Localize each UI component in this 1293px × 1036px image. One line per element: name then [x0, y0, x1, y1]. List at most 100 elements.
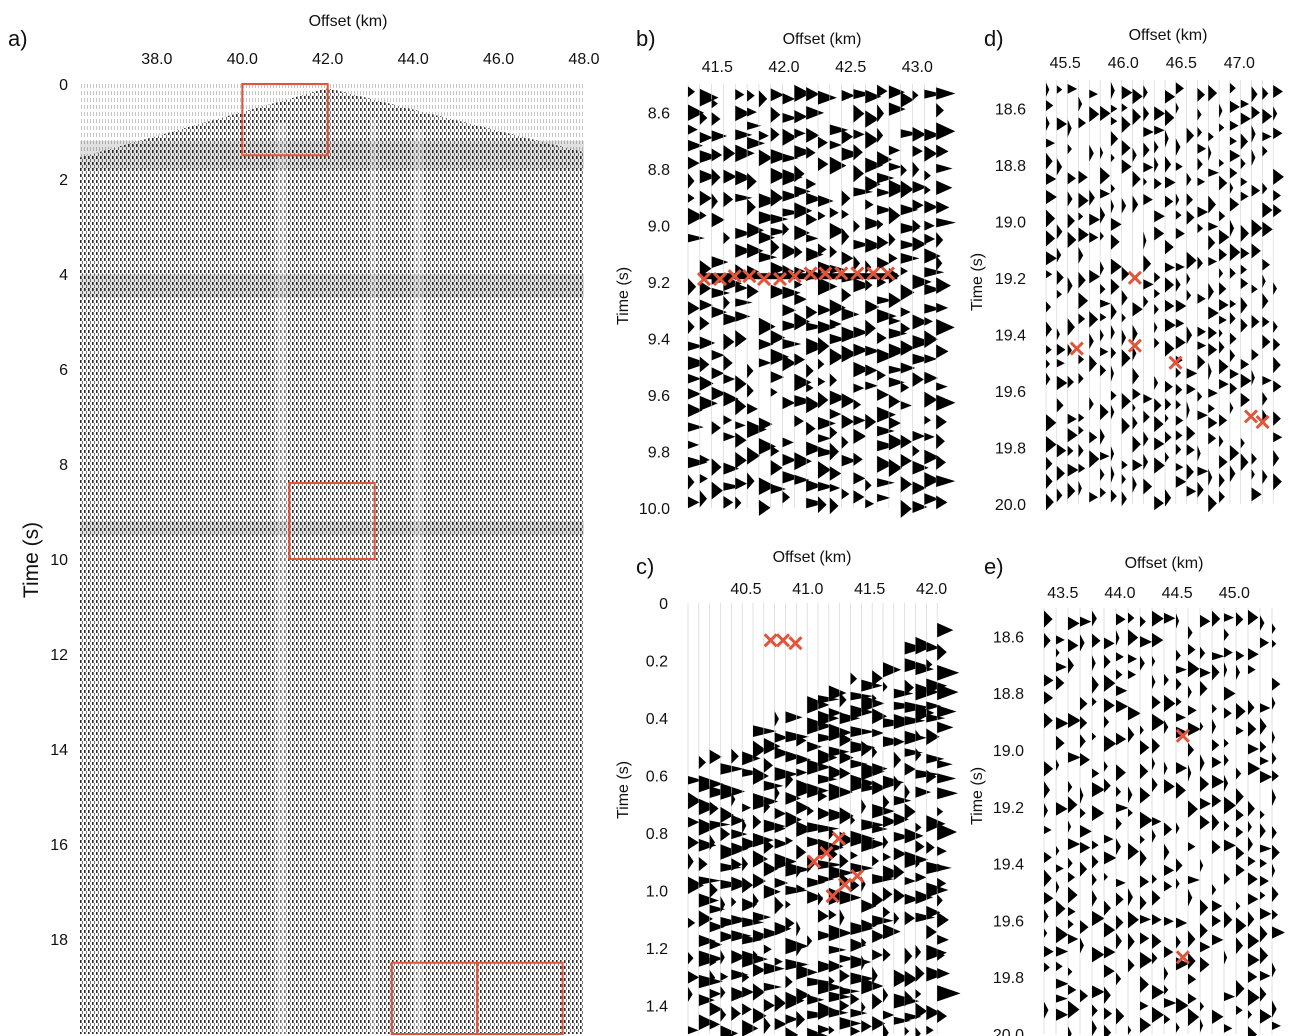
panel-a-xtick: 44.0 [398, 51, 429, 68]
pick-marker [1243, 409, 1259, 424]
pick-marker [788, 636, 803, 651]
panel-d-ytick: 19.4 [995, 327, 1026, 344]
panel-b-ytick: 9.8 [648, 444, 670, 461]
panel-e-ytick: 18.8 [993, 686, 1024, 703]
panel-b-yticks: 8.6 8.8 9.0 9.2 9.4 9.6 9.8 10.0 [639, 105, 670, 518]
panel-a-ytick: 2 [59, 172, 68, 189]
pick-marker [727, 269, 742, 284]
pick-marker [806, 854, 822, 869]
panel-c-yticks: 0 0.2 0.4 0.6 0.8 1.0 1.2 1.4 [646, 596, 668, 1015]
pick-marker [742, 269, 757, 284]
panel-c-label: c) [636, 554, 654, 579]
panel-c-ylabel: Time (s) [615, 761, 632, 819]
pick-marker [696, 271, 712, 287]
panel-c-xticks: 40.5 41.0 41.5 42.0 [730, 581, 947, 598]
panel-c-ytick: 0.6 [646, 768, 668, 785]
panel-c-ytick: 0.2 [646, 653, 668, 670]
panel-d-ytick: 19.2 [995, 271, 1026, 288]
panel-a-xticks: 38.0 40.0 42.0 44.0 46.0 48.0 [141, 51, 599, 68]
panel-c-ytick: 1.4 [646, 998, 668, 1015]
pick-marker [1175, 728, 1190, 743]
panel-e-wiggles [1043, 608, 1285, 1036]
panel-a-ytick: 4 [59, 267, 68, 284]
panel-c-ytick: 0 [659, 596, 668, 613]
panel-e-xtick: 45.0 [1219, 585, 1250, 602]
pick-marker [834, 266, 849, 281]
panel-d-yticks: 18.6 18.8 19.0 19.2 19.4 19.6 19.8 20.0 [995, 101, 1026, 514]
panel-b-xtick: 41.5 [702, 59, 733, 76]
panel-e-xtick: 44.0 [1104, 585, 1135, 602]
panel-d-label: d) [984, 26, 1004, 51]
panel-a-ytick: 12 [50, 647, 68, 664]
panel-b-ytick: 9.0 [648, 218, 670, 235]
panel-b-ytick: 9.6 [648, 388, 670, 405]
panel-b-ytick: 9.4 [648, 331, 670, 348]
panel-a-xtick: 38.0 [141, 51, 172, 68]
panel-d-ytick: 19.0 [995, 214, 1026, 231]
panel-a-ylabel: Time (s) [20, 522, 43, 598]
pick-marker [712, 271, 728, 287]
panel-a-ytick: 0 [59, 77, 68, 94]
panel-b-ylabel: Time (s) [615, 267, 632, 325]
panel-d: d) Offset (km) Time (s) 45.5 46.0 46.5 47.0… [969, 26, 1284, 514]
panel-a-ytick: 14 [50, 742, 68, 759]
panel-c: c) Offset (km) Time (s) 40.5 41.0 41.5 42.0… [615, 549, 961, 1036]
pick-marker [756, 271, 772, 287]
panel-a-xtick: 42.0 [312, 51, 343, 68]
panel-e-ytick: 19.6 [993, 913, 1024, 930]
panel-b-wiggles [687, 84, 957, 518]
panel-d-xlabel: Offset (km) [1129, 27, 1208, 44]
pick-marker [1255, 414, 1270, 430]
panel-c-wiggles [687, 603, 961, 1036]
panel-e-ytick: 19.4 [993, 857, 1024, 874]
panel-a-yticks: 0 2 4 6 8 10 12 14 16 18 [50, 77, 68, 949]
panel-c-ytick: 1.0 [646, 883, 668, 900]
panel-c-xlabel: Offset (km) [773, 549, 852, 566]
pick-marker [1069, 341, 1084, 356]
pick-marker [1168, 355, 1183, 370]
panel-c-xtick: 40.5 [730, 581, 761, 598]
panel-d-wiggles [1045, 80, 1284, 513]
pick-marker [787, 269, 802, 284]
pick-marker [837, 877, 853, 892]
zoom-box [288, 482, 376, 560]
panel-d-xticks: 45.5 46.0 46.5 47.0 [1050, 55, 1255, 72]
pick-marker [818, 266, 833, 281]
panel-a-xtick: 46.0 [483, 51, 514, 68]
panel-e-picks [1175, 728, 1190, 965]
panel-a-xlabel: Offset (km) [309, 13, 388, 30]
panel-d-xtick: 47.0 [1224, 55, 1255, 72]
panel-d-xtick: 45.5 [1050, 55, 1081, 72]
panel-d-ylabel: Time (s) [969, 253, 986, 311]
panel-e: e) Offset (km) Time (s) 43.5 44.0 44.5 45.0… [969, 554, 1285, 1036]
panel-c-xtick: 41.5 [854, 581, 885, 598]
panel-c-ytick: 1.2 [646, 941, 668, 958]
panel-b-xtick: 42.0 [768, 59, 799, 76]
panel-a-gather [80, 84, 584, 1034]
panel-e-ylabel: Time (s) [969, 767, 986, 825]
panel-a-label: a) [8, 26, 28, 51]
panel-a-xtick: 48.0 [568, 51, 599, 68]
panel-a-ytick: 16 [50, 837, 68, 854]
zoom-box [241, 83, 329, 157]
pick-marker [1175, 950, 1190, 965]
panel-c-ytick: 0.4 [646, 711, 668, 728]
pick-marker [772, 271, 788, 287]
panel-a-ytick: 6 [59, 362, 68, 379]
panel-b-xtick: 42.5 [835, 59, 866, 76]
panel-e-ytick: 19.2 [993, 800, 1024, 817]
panel-e-ytick: 18.6 [993, 629, 1024, 646]
panel-b-xticks: 41.5 42.0 42.5 43.0 [702, 59, 933, 76]
pick-marker [850, 868, 865, 884]
panel-d-xtick: 46.0 [1108, 55, 1139, 72]
zoom-box [476, 961, 564, 1035]
panel-d-picks [1069, 270, 1270, 430]
pick-marker [775, 633, 791, 648]
panel-a-xtick: 40.0 [227, 51, 258, 68]
panel-a-zoom-boxes [241, 83, 564, 1035]
panel-b-picks [696, 266, 896, 287]
pick-marker [1127, 338, 1142, 353]
panel-d-ytick: 18.6 [995, 101, 1026, 118]
pick-marker [803, 266, 818, 281]
